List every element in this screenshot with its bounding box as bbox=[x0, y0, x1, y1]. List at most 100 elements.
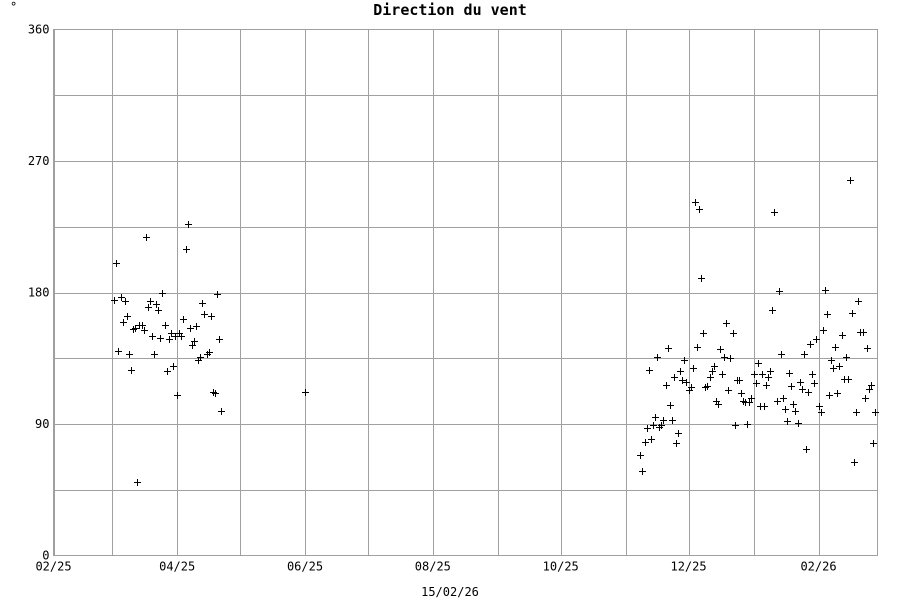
data-point bbox=[736, 377, 743, 384]
data-point bbox=[732, 422, 739, 429]
x-tick-label: 04/25 bbox=[159, 560, 195, 574]
data-point bbox=[166, 336, 173, 343]
x-tick-label: 06/25 bbox=[287, 560, 323, 574]
data-point bbox=[847, 177, 854, 184]
x-tick-label: 10/25 bbox=[543, 560, 579, 574]
y-tick-label: 360 bbox=[28, 23, 50, 37]
data-point bbox=[786, 370, 793, 377]
data-point bbox=[214, 291, 221, 298]
data-point bbox=[723, 320, 730, 327]
data-point bbox=[767, 368, 774, 375]
data-point bbox=[694, 344, 701, 351]
data-point bbox=[671, 374, 678, 381]
data-point bbox=[180, 316, 187, 323]
data-point bbox=[851, 459, 858, 466]
data-point bbox=[721, 354, 728, 361]
data-point bbox=[864, 345, 871, 352]
data-point bbox=[776, 288, 783, 295]
data-point bbox=[145, 304, 152, 311]
data-point bbox=[820, 327, 827, 334]
data-point bbox=[191, 338, 198, 345]
data-point bbox=[667, 402, 674, 409]
data-point bbox=[677, 368, 684, 375]
data-points bbox=[111, 177, 879, 486]
data-point bbox=[118, 294, 125, 301]
data-point bbox=[642, 439, 649, 446]
data-point bbox=[715, 401, 722, 408]
data-point bbox=[774, 398, 781, 405]
data-point bbox=[153, 301, 160, 308]
data-point bbox=[797, 379, 804, 386]
data-point bbox=[151, 351, 158, 358]
data-point bbox=[780, 395, 787, 402]
data-point bbox=[111, 297, 118, 304]
data-point bbox=[744, 421, 751, 428]
data-point bbox=[822, 287, 829, 294]
data-point bbox=[765, 374, 772, 381]
data-point bbox=[187, 325, 194, 332]
data-point bbox=[790, 401, 797, 408]
data-point bbox=[663, 382, 670, 389]
data-point bbox=[771, 209, 778, 216]
data-point bbox=[816, 403, 823, 410]
data-point bbox=[818, 409, 825, 416]
data-point bbox=[730, 330, 737, 337]
data-point bbox=[302, 389, 309, 396]
y-tick-label: 270 bbox=[28, 154, 50, 168]
data-point bbox=[206, 349, 213, 356]
x-tick-label: 02/25 bbox=[35, 560, 71, 574]
data-point bbox=[644, 425, 651, 432]
data-point bbox=[782, 406, 789, 413]
data-point bbox=[717, 346, 724, 353]
data-point bbox=[218, 408, 225, 415]
data-point bbox=[809, 371, 816, 378]
data-point bbox=[805, 389, 812, 396]
data-point bbox=[168, 330, 175, 337]
data-point bbox=[763, 382, 770, 389]
data-point bbox=[648, 436, 655, 443]
data-point bbox=[868, 382, 875, 389]
data-point bbox=[711, 363, 718, 370]
data-point bbox=[761, 403, 768, 410]
data-point bbox=[134, 479, 141, 486]
data-point bbox=[212, 390, 219, 397]
data-point bbox=[201, 311, 208, 318]
data-point bbox=[870, 440, 877, 447]
data-point bbox=[159, 290, 166, 297]
data-point bbox=[113, 260, 120, 267]
data-point bbox=[652, 414, 659, 421]
data-point bbox=[727, 355, 734, 362]
data-point bbox=[681, 357, 688, 364]
data-point bbox=[155, 307, 162, 314]
data-point bbox=[803, 446, 810, 453]
data-point bbox=[784, 418, 791, 425]
data-point bbox=[172, 333, 179, 340]
data-point bbox=[679, 377, 686, 384]
data-point bbox=[828, 357, 835, 364]
footer-date: 15/02/26 bbox=[421, 585, 479, 599]
data-point bbox=[185, 221, 192, 228]
y-axis-tick-labels: 0 90 180 270 360 bbox=[28, 23, 50, 563]
data-point bbox=[692, 199, 699, 206]
data-point bbox=[639, 468, 646, 475]
data-point bbox=[124, 313, 131, 320]
data-point bbox=[189, 342, 196, 349]
data-point bbox=[143, 234, 150, 241]
data-point bbox=[799, 386, 806, 393]
data-point bbox=[862, 395, 869, 402]
data-point bbox=[788, 383, 795, 390]
data-point bbox=[860, 329, 867, 336]
data-point bbox=[654, 354, 661, 361]
data-point bbox=[813, 336, 820, 343]
x-tick-label: 08/25 bbox=[415, 560, 451, 574]
data-point bbox=[178, 333, 185, 340]
data-point bbox=[122, 298, 129, 305]
data-point bbox=[183, 246, 190, 253]
data-point bbox=[132, 325, 139, 332]
data-point bbox=[832, 344, 839, 351]
data-point bbox=[660, 417, 667, 424]
data-point bbox=[128, 367, 135, 374]
data-point bbox=[709, 368, 716, 375]
data-point bbox=[690, 365, 697, 372]
data-point bbox=[646, 367, 653, 374]
